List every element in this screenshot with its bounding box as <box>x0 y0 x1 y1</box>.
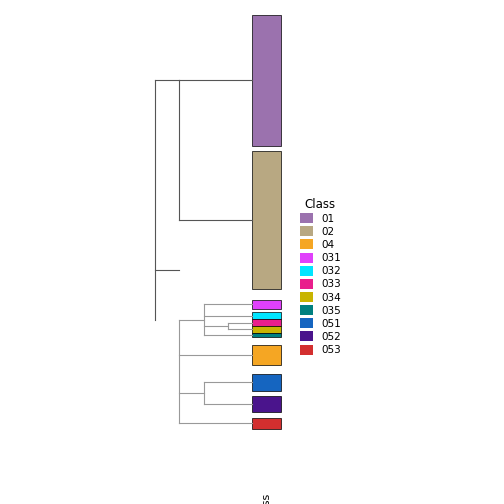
Bar <box>252 418 281 428</box>
Bar <box>252 333 281 337</box>
Bar <box>252 374 281 391</box>
Bar <box>252 345 281 365</box>
Bar <box>252 15 281 146</box>
Bar <box>252 151 281 289</box>
Bar <box>252 326 281 333</box>
Text: Class: Class <box>262 493 272 504</box>
Bar <box>252 300 281 309</box>
Bar <box>252 312 281 320</box>
Bar <box>252 320 281 326</box>
Bar <box>252 396 281 412</box>
Legend: 01, 02, 04, 031, 032, 033, 034, 035, 051, 052, 053: 01, 02, 04, 031, 032, 033, 034, 035, 051… <box>296 194 345 359</box>
